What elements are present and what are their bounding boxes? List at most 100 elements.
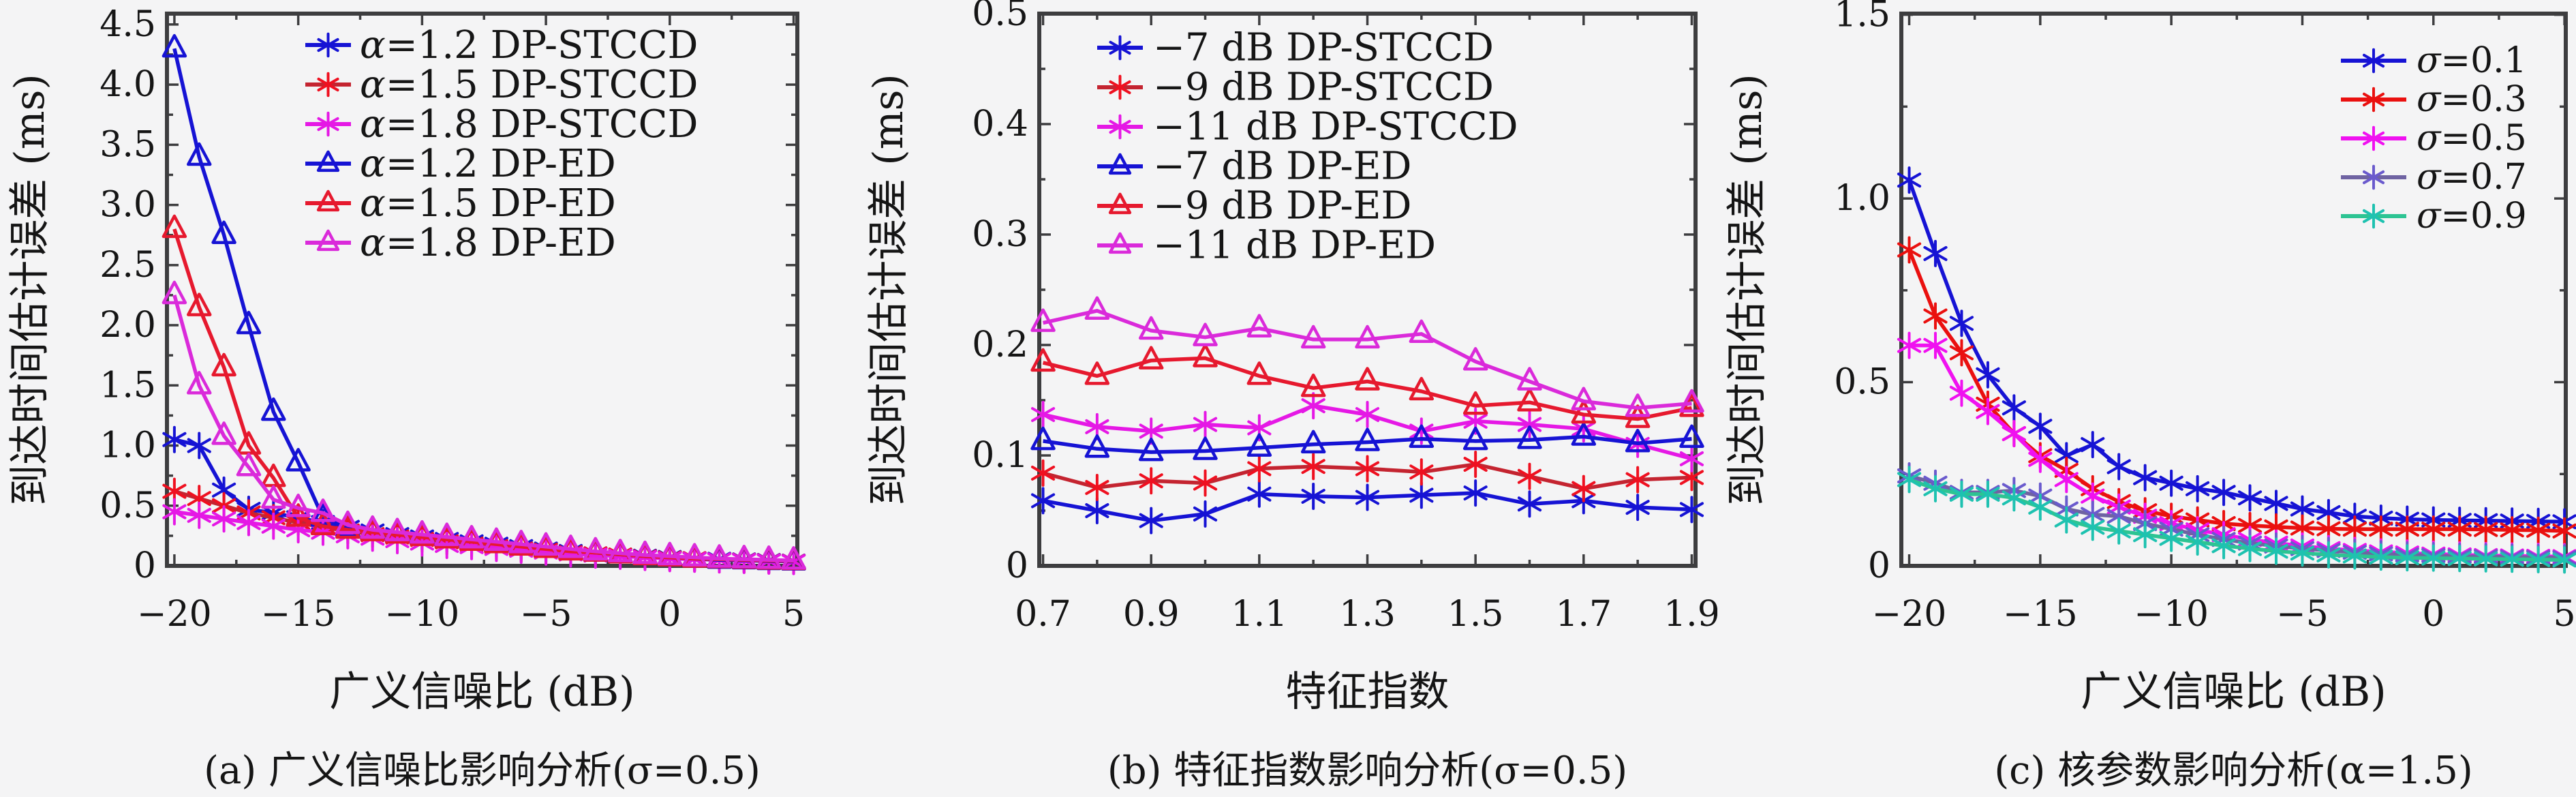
triangle-marker-icon: [410, 520, 435, 544]
asterisk-marker-icon: [2552, 546, 2576, 574]
asterisk-marker-icon: [2054, 506, 2079, 534]
triangle-marker-icon: [211, 352, 236, 377]
asterisk-marker-icon: [2362, 203, 2385, 229]
legend-entry: −7 dB DP-ED: [1097, 145, 1411, 189]
triangle-marker-icon: [162, 33, 187, 58]
series-σ=0.5: [1897, 331, 2576, 571]
triangle-marker-icon: [1355, 367, 1380, 391]
legend-label: α=1.8 DP-STCCD: [360, 102, 698, 147]
asterisk-marker-icon: [1571, 475, 1596, 502]
triangle-marker-icon: [1108, 153, 1132, 175]
legend: −7 dB DP-STCCD−9 dB DP-STCCD−11 dB DP-ST…: [1097, 26, 1518, 268]
series-line: [172, 295, 794, 562]
triangle-marker-icon: [316, 150, 340, 172]
triangle-marker-icon: [1030, 426, 1056, 451]
triangle-marker-icon: [187, 292, 212, 316]
legend-entry: σ=0.3: [2341, 79, 2527, 120]
legend-entry: −9 dB DP-ED: [1097, 184, 1411, 228]
triangle-marker-icon: [1108, 232, 1132, 254]
triangle-marker-icon: [1517, 425, 1542, 449]
asterisk-marker-icon: [2342, 542, 2367, 570]
triangle-marker-icon: [1409, 376, 1435, 401]
triangle-marker-icon: [1679, 424, 1704, 448]
triangle-marker-icon: [558, 535, 583, 558]
triangle-marker-icon: [1030, 308, 1056, 332]
asterisk-marker-icon: [317, 72, 339, 97]
asterisk-marker-icon: [2395, 515, 2419, 543]
legend-entry: σ=0.7: [2341, 157, 2527, 198]
triangle-marker-icon: [607, 539, 633, 562]
legend-entry: σ=0.1: [2341, 40, 2527, 81]
triangle-marker-icon: [1462, 347, 1488, 371]
triangle-marker-icon: [1462, 426, 1488, 451]
y-tick-label: 0.1: [972, 435, 1028, 476]
asterisk-marker-icon: [2028, 493, 2053, 521]
asterisk-marker-icon: [236, 509, 261, 537]
asterisk-marker-icon: [1517, 462, 1542, 490]
asterisk-marker-icon: [2028, 445, 2053, 473]
series-line: [1042, 309, 1692, 410]
triangle-marker-icon: [731, 545, 757, 569]
asterisk-marker-icon: [2316, 541, 2341, 569]
asterisk-marker-icon: [1517, 490, 1542, 518]
asterisk-marker-icon: [1139, 507, 1163, 535]
panel-c: −20 −15 −10 −5 0 5 0 0.5 1.0 1.5 广义信噪比 (dB) 到达时间估计误…: [1717, 0, 2576, 797]
legend-entry: α=1.2 DP-ED: [305, 142, 616, 186]
asterisk-marker-icon: [1301, 453, 1325, 481]
triangle-marker-icon: [1138, 316, 1164, 340]
asterisk-marker-icon: [1976, 361, 2000, 389]
asterisk-marker-icon: [2500, 545, 2524, 573]
asterisk-marker-icon: [1409, 481, 1434, 509]
asterisk-marker-icon: [2054, 466, 2079, 494]
triangle-marker-icon: [1246, 361, 1272, 385]
y-tick-label: 0.5: [99, 485, 156, 526]
asterisk-marker-icon: [1976, 397, 2000, 425]
triangle-marker-icon: [1193, 344, 1218, 367]
y-tick-label: 0.5: [972, 0, 1028, 34]
triangle-marker-icon: [1193, 322, 1218, 346]
series-−11-dB-DP-ED: [1030, 296, 1704, 417]
series-−7-dB-DP-STCCD: [1030, 479, 1704, 535]
y-tick-label: 0.2: [972, 325, 1028, 365]
triangle-marker-icon: [1409, 424, 1435, 448]
x-tick-label: 5: [2554, 594, 2576, 635]
asterisk-marker-icon: [1679, 445, 1704, 472]
x-tick-label: 5: [782, 594, 805, 635]
x-tick-label: −15: [261, 594, 336, 635]
legend-label: σ=0.1: [2417, 40, 2527, 81]
triangle-marker-icon: [1517, 387, 1542, 412]
series-α=1.8-DP-ED: [162, 280, 806, 570]
triangle-marker-icon: [1084, 296, 1110, 320]
asterisk-marker-icon: [2211, 479, 2236, 507]
legend-entry: −7 dB DP-STCCD: [1097, 26, 1494, 70]
triangle-marker-icon: [211, 220, 236, 244]
asterisk-marker-icon: [2211, 532, 2236, 560]
legend-entry: α=1.5 DP-STCCD: [305, 63, 698, 107]
triangle-marker-icon: [1355, 325, 1380, 349]
triangle-marker-icon: [1571, 422, 1597, 446]
x-tick-label: 1.5: [1447, 594, 1504, 635]
asterisk-marker-icon: [2081, 513, 2105, 541]
triangle-marker-icon: [286, 447, 311, 472]
triangle-marker-icon: [1625, 393, 1651, 417]
triangle-marker-icon: [459, 524, 485, 549]
triangle-marker-icon: [1300, 373, 1326, 397]
y-tick-label: 0.5: [1834, 362, 1890, 403]
asterisk-marker-icon: [2362, 164, 2385, 190]
triangle-marker-icon: [1517, 367, 1542, 391]
asterisk-marker-icon: [1897, 236, 1922, 264]
plot-frame: [165, 12, 799, 568]
asterisk-marker-icon: [162, 425, 187, 453]
asterisk-marker-icon: [1301, 482, 1325, 510]
asterisk-marker-icon: [261, 512, 286, 540]
y-tick-label: 3.5: [99, 124, 156, 165]
asterisk-marker-icon: [1109, 74, 1131, 100]
asterisk-marker-icon: [187, 501, 211, 529]
asterisk-marker-icon: [2133, 464, 2158, 492]
asterisk-marker-icon: [2002, 394, 2026, 422]
caption-c: (c) 核参数影响分析(α=1.5): [1994, 749, 2473, 793]
asterisk-marker-icon: [1625, 466, 1650, 494]
series-−9-dB-DP-ED: [1030, 344, 1704, 428]
legend-label: −11 dB DP-STCCD: [1153, 105, 1518, 149]
